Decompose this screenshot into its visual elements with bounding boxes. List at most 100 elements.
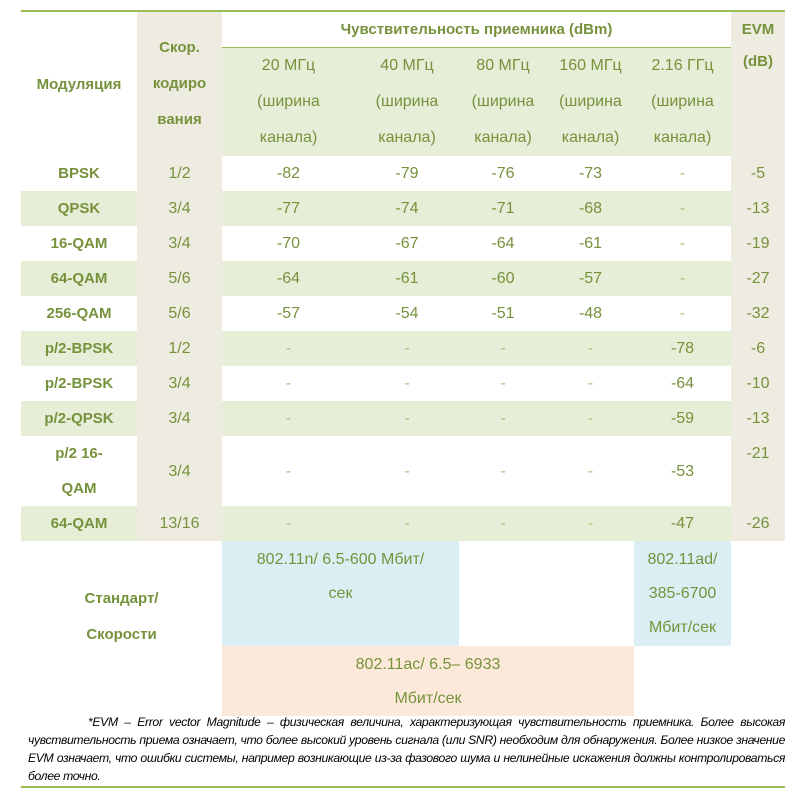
sensitivity-cell: -76 [491, 165, 515, 182]
header-bandwidth: 20 МГц (ширина канала) [222, 47, 355, 156]
standard-802-11ad: 802.11ad/ 385-6700 Мбит/сек [634, 541, 731, 646]
header-bandwidth: 40 МГц (ширина канала) [355, 47, 459, 156]
table-row: 64-QAM 5/6 -64 -61 -60 -57- -27 [21, 261, 785, 296]
table-row: QPSK 3/4 -77 -74 -71 -68- -13 [21, 191, 785, 226]
header-evm: EVM (dB) [731, 10, 785, 156]
header-bandwidth: 2.16 ГГц (ширина канала) [634, 47, 731, 156]
sensitivity-cell: - [355, 401, 459, 436]
sensitivity-cell: - [222, 401, 355, 436]
sensitivity-cell: - [222, 506, 355, 541]
code-rate-cell: 5/6 [137, 261, 222, 296]
sensitivity-cell: -82 [276, 165, 301, 182]
sensitivity-cell: - [500, 462, 506, 480]
table-row: p/2-BPSK 3/4 - - - - -64 -10 [21, 366, 785, 401]
standard-802-11n: 802.11n/ 6.5-600 Мбит/сек [222, 541, 459, 646]
sensitivity-cell: - [587, 375, 594, 392]
evm-cell: -27 [731, 261, 785, 296]
sensitivity-cell: - [679, 305, 686, 322]
sensitivity-cell: - [355, 331, 459, 366]
sensitivity-cell: - [285, 375, 292, 392]
modulation-cell: p/2-BPSK [44, 375, 114, 392]
sensitivity-cell: - [404, 375, 410, 392]
evm-cell: -32 [731, 296, 785, 331]
modulation-cell: 256-QAM [46, 305, 112, 322]
sensitivity-cell: -78 [634, 331, 731, 366]
sensitivity-cell: - [587, 462, 594, 480]
sensitivity-cell: - [459, 331, 547, 366]
evm-cell: -6 [731, 331, 785, 366]
sensitivity-cell: - [547, 401, 634, 436]
receiver-sensitivity-table: Модуляция Скор. кодиро вания Чувствитель… [21, 10, 785, 716]
sensitivity-cell: - [500, 375, 506, 392]
table-row: 64-QAM 13/16- - - - -47 -26 [21, 506, 785, 541]
divider [21, 786, 785, 788]
sensitivity-cell: - [285, 462, 292, 480]
sensitivity-cell: -60 [459, 261, 547, 296]
code-rate-cell: 3/4 [137, 401, 222, 436]
sensitivity-cell: - [547, 506, 634, 541]
sensitivity-cell: -77 [222, 191, 355, 226]
empty-cell [731, 541, 785, 646]
modulation-cell: 64-QAM [21, 261, 137, 296]
code-rate-cell: 3/4 [137, 191, 222, 226]
modulation-cell: 16-QAM [50, 235, 108, 252]
table-row: p/2-BPSK 1/2- - - - -78 -6 [21, 331, 785, 366]
evm-cell: -19 [731, 226, 785, 261]
sensitivity-cell: -51 [491, 305, 515, 322]
code-rate-cell: 3/4 [137, 226, 222, 261]
code-rate-cell: 5/6 [137, 296, 222, 331]
sensitivity-cell: - [547, 331, 634, 366]
code-rate-cell: 1/2 [137, 331, 222, 366]
empty-cell [634, 646, 785, 716]
sensitivity-cell: -71 [459, 191, 547, 226]
sensitivity-cell: - [634, 261, 731, 296]
sensitivity-cell: - [222, 331, 355, 366]
table-row: p/2-QPSK 3/4- - - - -59 -13 [21, 401, 785, 436]
sensitivity-cell: -73 [578, 165, 603, 182]
modulation-cell: p/2-BPSK [21, 331, 137, 366]
code-rate-cell: 3/4 [137, 436, 222, 506]
table-row: 256-QAM 5/6 -57 -54 -51 -48 - -32 [21, 296, 785, 331]
sensitivity-cell: -53 [670, 462, 695, 480]
evm-cell: -13 [731, 191, 785, 226]
empty-cell [459, 541, 634, 646]
evm-cell: -26 [731, 506, 785, 541]
sensitivity-cell: -67 [395, 235, 419, 252]
table-row: 16-QAM 3/4 -70 -67 -64 -61 - -19 [21, 226, 785, 261]
sensitivity-cell: -59 [634, 401, 731, 436]
sensitivity-cell: -57 [276, 305, 301, 322]
modulation-cell: BPSK [58, 165, 100, 182]
sensitivity-cell: - [355, 506, 459, 541]
standards-label: Стандарт/ Скорости [84, 589, 159, 643]
sensitivity-cell: - [679, 165, 686, 182]
sensitivity-cell: -48 [578, 305, 603, 322]
modulation-cell: 64-QAM [21, 506, 137, 541]
sensitivity-cell: -54 [395, 305, 419, 322]
sensitivity-cell: -68 [547, 191, 634, 226]
modulation-cell: p/2 16-QAM [55, 445, 103, 497]
sensitivity-cell: - [679, 235, 686, 252]
sensitivity-cell: -64 [491, 235, 515, 252]
sensitivity-cell: -74 [355, 191, 459, 226]
header-sensitivity: Чувствительность приемника (dBm) [222, 10, 731, 48]
footnote: *EVM – Error vector Magnitude – физическ… [28, 713, 785, 785]
header-bandwidth: 160 МГц (ширина канала) [547, 47, 634, 156]
evm-cell: -5 [731, 156, 785, 191]
code-rate-cell: 3/4 [137, 366, 222, 401]
table-row: p/2 16-QAM 3/4 - - - - -53 -21 [21, 436, 785, 506]
sensitivity-cell: -70 [276, 235, 301, 252]
standard-802-11ac: 802.11ac/ 6.5– 6933 Мбит/сек [222, 646, 634, 716]
code-rate-cell: 1/2 [137, 156, 222, 191]
header-modulation: Модуляция [21, 10, 137, 156]
evm-cell: -21 [731, 436, 785, 506]
sensitivity-cell: - [404, 462, 410, 480]
sensitivity-cell: -61 [355, 261, 459, 296]
evm-cell: -13 [731, 401, 785, 436]
evm-cell: -10 [731, 366, 785, 401]
header-bandwidth: 80 МГц (ширина канала) [459, 47, 547, 156]
sensitivity-cell: -64 [670, 375, 695, 392]
sensitivity-cell: -47 [634, 506, 731, 541]
header-code-rate: Скор. кодиро вания [137, 10, 222, 156]
modulation-cell: QPSK [21, 191, 137, 226]
sensitivity-cell: - [459, 401, 547, 436]
